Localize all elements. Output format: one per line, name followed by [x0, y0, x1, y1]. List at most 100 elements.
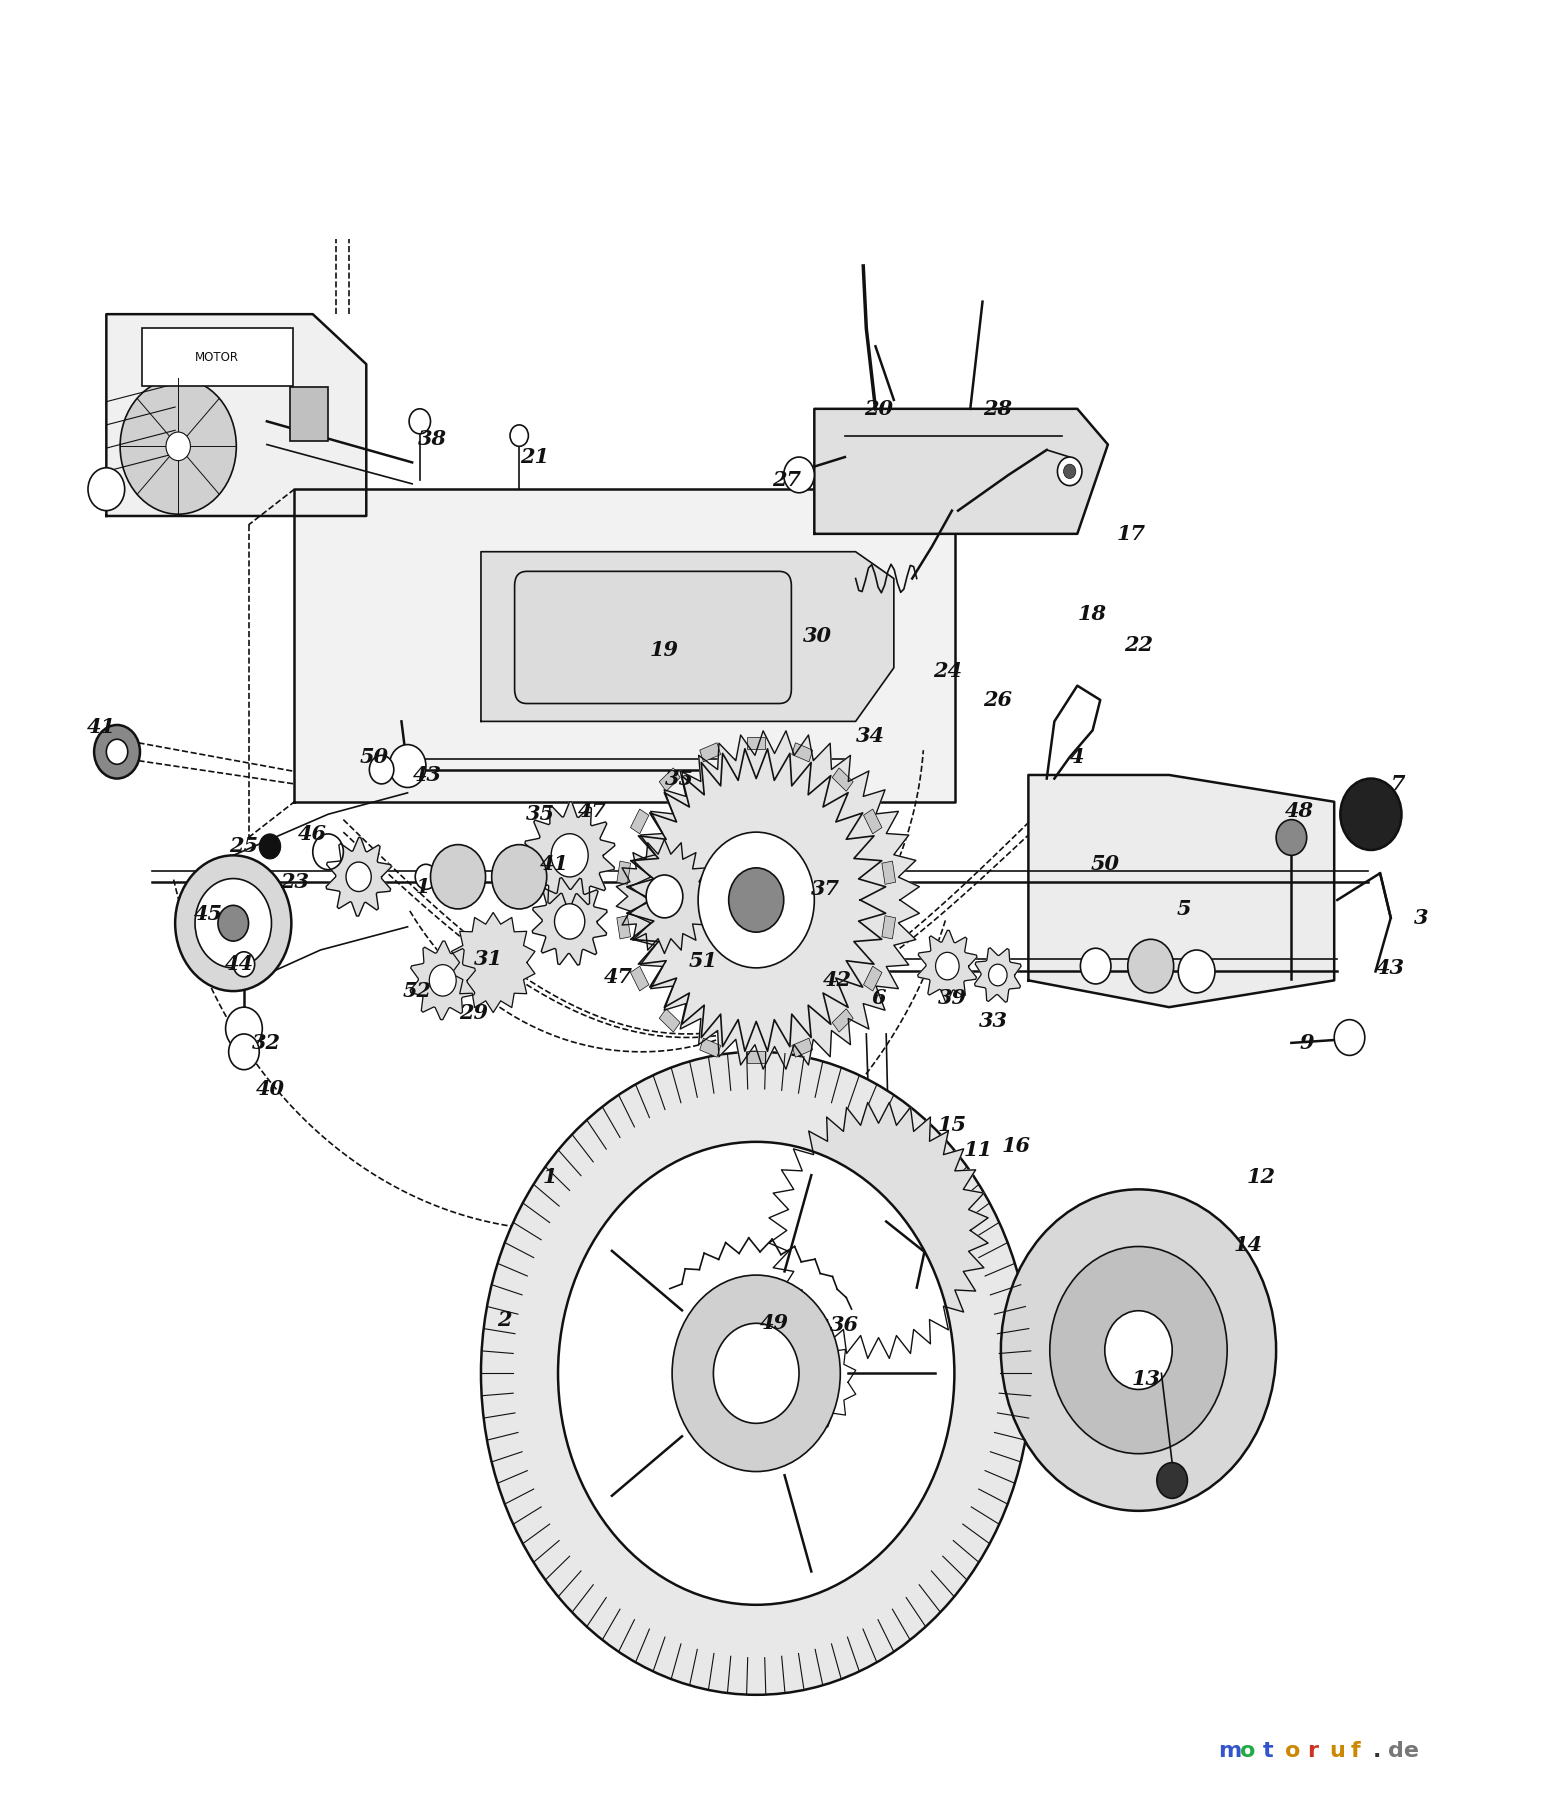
- Bar: [792, 1039, 813, 1057]
- Circle shape: [989, 965, 1008, 986]
- Text: 32: 32: [253, 1033, 281, 1053]
- Circle shape: [1105, 1310, 1173, 1390]
- Bar: [792, 743, 813, 761]
- Text: 47: 47: [579, 801, 606, 821]
- Text: 30: 30: [802, 626, 832, 646]
- Polygon shape: [975, 949, 1021, 1003]
- Polygon shape: [326, 837, 392, 916]
- Polygon shape: [918, 931, 977, 1003]
- Text: u: u: [1329, 1741, 1345, 1760]
- Text: 26: 26: [983, 689, 1012, 709]
- Text: 18: 18: [1079, 605, 1108, 625]
- Circle shape: [1157, 1463, 1188, 1498]
- Text: 52: 52: [403, 981, 430, 1001]
- Text: 34: 34: [856, 725, 886, 745]
- Circle shape: [409, 409, 430, 434]
- Text: 39: 39: [938, 988, 966, 1008]
- Text: 1: 1: [415, 877, 430, 898]
- Text: 11: 11: [963, 1139, 992, 1159]
- Circle shape: [935, 952, 960, 979]
- Circle shape: [1057, 457, 1082, 486]
- Circle shape: [1063, 464, 1075, 479]
- Text: r: r: [1307, 1741, 1318, 1760]
- Text: de: de: [1389, 1741, 1420, 1760]
- Text: 49: 49: [761, 1314, 788, 1334]
- Bar: [290, 387, 329, 441]
- Polygon shape: [1028, 776, 1335, 1008]
- Polygon shape: [626, 749, 886, 1051]
- Circle shape: [233, 952, 255, 977]
- Text: 35: 35: [665, 769, 694, 788]
- Bar: [747, 1051, 765, 1064]
- Circle shape: [389, 745, 426, 787]
- Text: 24: 24: [934, 661, 961, 682]
- Text: 15: 15: [938, 1114, 966, 1136]
- Text: 36: 36: [830, 1316, 859, 1336]
- Bar: [659, 769, 680, 792]
- Circle shape: [751, 1377, 792, 1424]
- Circle shape: [194, 878, 272, 968]
- Text: 41: 41: [88, 716, 116, 736]
- Polygon shape: [532, 878, 606, 965]
- Text: MOTOR: MOTOR: [194, 351, 239, 364]
- Circle shape: [167, 432, 190, 461]
- Bar: [617, 916, 631, 940]
- Bar: [883, 916, 895, 940]
- Circle shape: [511, 425, 528, 446]
- Circle shape: [1001, 1190, 1276, 1510]
- Circle shape: [228, 1033, 259, 1069]
- Bar: [699, 743, 721, 761]
- Circle shape: [647, 875, 684, 918]
- Circle shape: [106, 740, 128, 765]
- Polygon shape: [452, 913, 535, 1013]
- Circle shape: [176, 855, 292, 992]
- Text: 37: 37: [810, 878, 839, 900]
- Text: 51: 51: [688, 950, 717, 970]
- Circle shape: [259, 833, 281, 859]
- Text: 45: 45: [194, 904, 224, 923]
- Circle shape: [313, 833, 344, 869]
- Text: 27: 27: [773, 470, 801, 490]
- Circle shape: [728, 868, 784, 932]
- Text: 29: 29: [458, 1003, 488, 1022]
- Text: f: f: [1352, 1741, 1361, 1760]
- Bar: [832, 769, 853, 792]
- Text: 9: 9: [1299, 1033, 1315, 1053]
- Text: 48: 48: [1284, 801, 1313, 821]
- Circle shape: [1179, 950, 1214, 994]
- Bar: [617, 860, 631, 884]
- Circle shape: [697, 832, 815, 968]
- Circle shape: [492, 844, 546, 909]
- Circle shape: [554, 904, 585, 940]
- Polygon shape: [525, 801, 614, 909]
- Circle shape: [673, 1274, 841, 1472]
- Text: 47: 47: [605, 967, 633, 986]
- Text: 14: 14: [1234, 1235, 1264, 1255]
- Text: 16: 16: [1001, 1136, 1031, 1156]
- Circle shape: [784, 457, 815, 493]
- Text: 35: 35: [526, 805, 555, 824]
- Circle shape: [369, 756, 393, 785]
- Text: 5: 5: [1177, 898, 1191, 920]
- Text: 7: 7: [1392, 774, 1406, 794]
- Polygon shape: [410, 941, 475, 1019]
- Bar: [631, 808, 650, 833]
- Text: 44: 44: [225, 954, 255, 974]
- Text: 19: 19: [650, 641, 679, 661]
- Text: 50: 50: [1091, 855, 1119, 875]
- Circle shape: [225, 1008, 262, 1049]
- Polygon shape: [779, 1337, 856, 1427]
- Text: 33: 33: [978, 1012, 1008, 1031]
- Circle shape: [551, 833, 588, 877]
- Bar: [883, 860, 895, 884]
- Polygon shape: [630, 731, 920, 1069]
- Text: 41: 41: [540, 855, 569, 875]
- Bar: [631, 967, 650, 992]
- Bar: [747, 736, 765, 749]
- Polygon shape: [481, 553, 893, 722]
- Text: o: o: [1284, 1741, 1299, 1760]
- Bar: [864, 808, 883, 833]
- Circle shape: [94, 725, 140, 779]
- Text: 17: 17: [1116, 524, 1145, 544]
- Text: 4: 4: [1071, 747, 1085, 767]
